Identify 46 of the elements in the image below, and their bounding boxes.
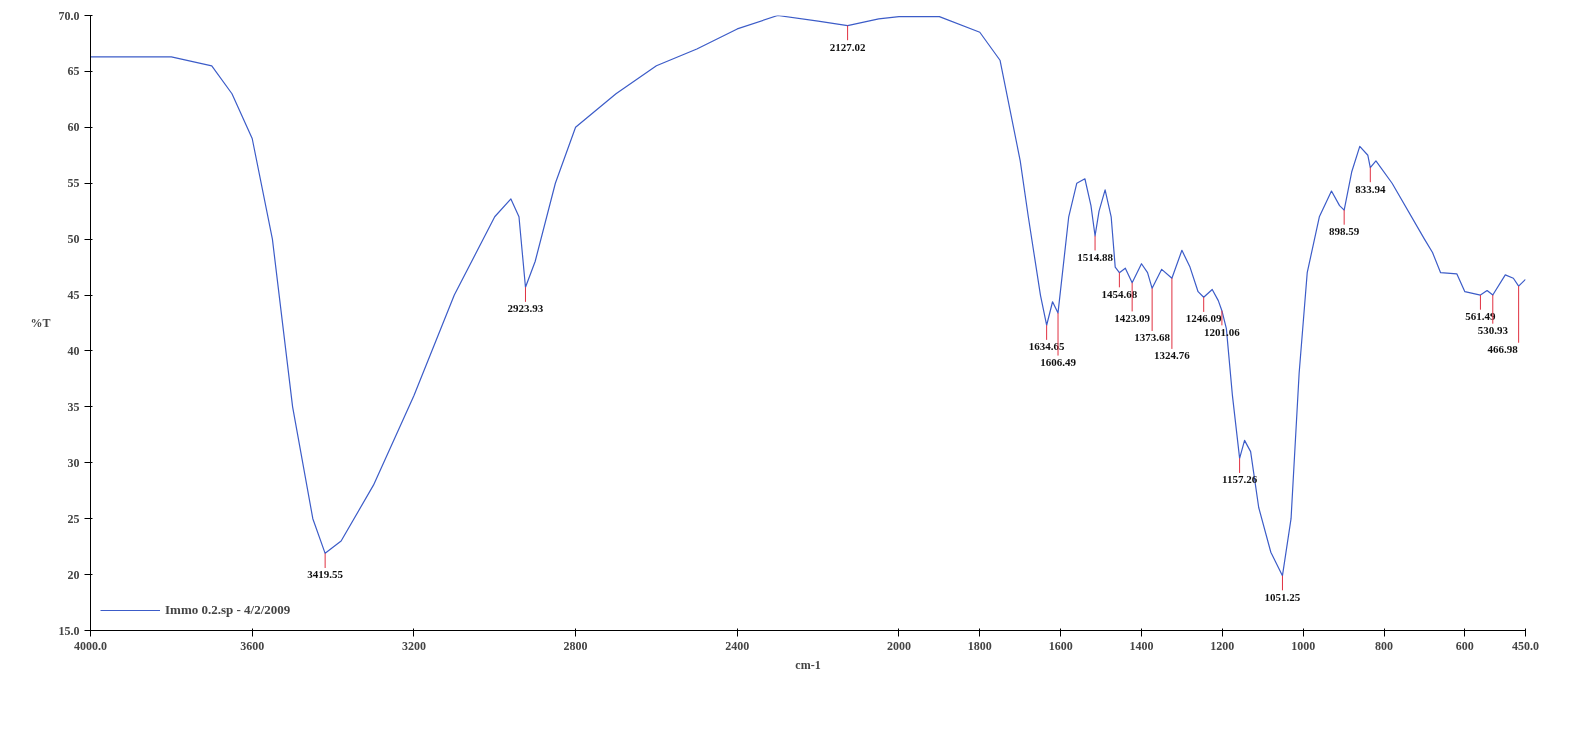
y-tick-label: 70.0 [58, 8, 80, 23]
x-tick-label: 2000 [886, 638, 911, 653]
legend-label: Immo 0.2.sp - 4/2/2009 [165, 602, 291, 618]
x-tick-label: 2400 [725, 638, 750, 653]
x-tick-label: 3200 [401, 638, 426, 653]
annotation: 898.59 [1329, 225, 1360, 238]
line-series [90, 15, 1526, 577]
x-tick-label: 800 [1375, 638, 1394, 653]
y-tick-label: 25 [67, 511, 80, 526]
x-tick-label: 450.0 [1512, 638, 1539, 653]
y-tick-label: 65 [67, 64, 80, 79]
x-tick-label: 4000.0 [74, 638, 107, 653]
annotation: 1324.76 [1154, 349, 1191, 362]
x-tick-label: 1400 [1129, 638, 1154, 653]
annotation: 466.98 [1487, 343, 1519, 356]
y-tick-label: 55 [67, 176, 80, 191]
annotation: 1514.88 [1077, 250, 1114, 263]
x-tick-label: 1000 [1291, 638, 1316, 653]
y-axis-title: %T [30, 316, 51, 330]
x-tick-label: 2800 [563, 638, 588, 653]
annotation: 1051.25 [1264, 590, 1301, 603]
annotation: 1157.26 [1222, 473, 1258, 486]
annotation: 1634.65 [1028, 340, 1066, 353]
x-tick-label: 1600 [1048, 638, 1073, 653]
annotation: 1373.68 [1134, 331, 1171, 344]
x-tick-label: 1800 [967, 638, 992, 653]
x-tick-label: 1200 [1210, 638, 1235, 653]
annotation: 2127.02 [829, 40, 866, 53]
y-tick-label: 45 [67, 288, 80, 303]
y-tick-label: 30 [67, 455, 80, 470]
x-tick-label: 3600 [240, 638, 265, 653]
x-tick-label: 600 [1455, 638, 1474, 653]
x-axis-title: cm-1 [795, 657, 821, 672]
annotation: 833.94 [1355, 182, 1386, 195]
y-tick-label: 35 [67, 399, 80, 414]
y-tick-label: 40 [67, 343, 80, 358]
y-tick-label: 15.0 [58, 623, 80, 638]
y-tick-label: 20 [67, 567, 80, 582]
y-tick-label: 50 [67, 232, 80, 247]
annotation: 1246.09 [1185, 312, 1223, 325]
annotation: 1606.49 [1040, 355, 1077, 368]
y-tick-label: 60 [67, 120, 80, 135]
annotation: 3419.55 [307, 568, 344, 581]
annotation: 2923.93 [507, 302, 544, 315]
annotation: 530.93 [1477, 324, 1509, 337]
annotation: 1423.09 [1114, 311, 1151, 324]
